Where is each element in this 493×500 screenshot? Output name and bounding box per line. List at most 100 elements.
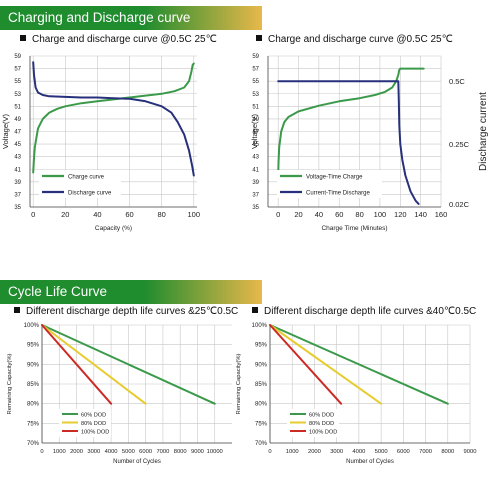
series-line [269, 324, 343, 405]
legend-label: Voltage-Time Charge [306, 175, 363, 181]
chart1-title: Charge and discharge curve @0.5C 25℃ [20, 34, 217, 45]
x-tick-label: 9000 [464, 449, 477, 455]
y-tick-label: 59 [252, 54, 259, 60]
y-tick-label: 39 [252, 180, 259, 186]
y-tick-label: 35 [252, 205, 259, 211]
y-tick-label: 57 [252, 67, 259, 73]
x-tick-label: 40 [93, 210, 101, 219]
legend-label: 100% DOD [81, 429, 109, 435]
y-axis-label: Voltage(V) [1, 113, 10, 149]
series-line [41, 324, 113, 405]
x-tick-label: 80 [355, 210, 363, 219]
bullet-icon [252, 307, 258, 313]
section-header-charging: Charging and Discharge curve [0, 6, 262, 30]
series-line [41, 324, 216, 405]
series-line [277, 80, 420, 205]
y-tick-label: 53 [252, 92, 259, 98]
legend-label: 60% DOD [81, 412, 106, 418]
legend-label: 100% DOD [309, 429, 337, 435]
x-tick-label: 7000 [419, 449, 432, 455]
x-tick-label: 100 [188, 210, 201, 219]
x-tick-label: 100 [374, 210, 387, 219]
x-axis-label: Capacity (%) [95, 225, 132, 232]
x-tick-label: 80 [158, 210, 166, 219]
x-tick-label: 2000 [308, 449, 321, 455]
y-tick-label: 70% [27, 441, 40, 447]
x-axis-label: Charge Time (Minutes) [321, 225, 387, 232]
y-tick-label: 47 [252, 130, 259, 136]
y-tick-label: 41 [14, 167, 21, 173]
series-line [32, 61, 195, 177]
x-tick-label: 5000 [375, 449, 388, 455]
section-title: Cycle Life Curve [8, 284, 108, 299]
y-tick-label: 100% [252, 323, 268, 329]
x-tick-label: 6000 [139, 449, 152, 455]
x-tick-label: 0 [31, 210, 35, 219]
y-tick-label: 49 [14, 117, 21, 123]
y-tick-label: 59 [14, 54, 21, 60]
x-tick-label: 40 [315, 210, 323, 219]
x-tick-label: 4000 [352, 449, 365, 455]
chart2-title: Charge and discharge curve @0.5C 25℃ [256, 34, 453, 45]
y-tick-label: 95% [27, 343, 40, 349]
y-tick-label: 51 [14, 104, 21, 110]
y-tick-label: 75% [255, 421, 268, 427]
y-tick-label: 85% [255, 382, 268, 388]
y-tick-label: 39 [14, 180, 21, 186]
legend-label: Charge curve [68, 175, 105, 181]
y-tick-label: 55 [252, 79, 259, 85]
y-tick-label: 70% [255, 441, 268, 447]
x-tick-label: 3000 [330, 449, 343, 455]
legend-label: Discharge curve [68, 191, 112, 197]
x-tick-label: 0 [40, 449, 43, 455]
y-axis-label: Remaining Capacity(%) [236, 353, 242, 414]
y-tick-label: 90% [27, 362, 40, 368]
x-tick-label: 1000 [286, 449, 299, 455]
legend-label: 80% DOD [309, 421, 334, 427]
y2-axis-label: Discharge current [478, 92, 489, 171]
chart4-title: Different discharge depth life curves &4… [252, 306, 476, 317]
chart3-title: Different discharge depth life curves &2… [14, 306, 238, 317]
y-tick-label: 95% [255, 343, 268, 349]
y-tick-label: 47 [14, 130, 21, 136]
y2-tick-label: 0.25C [449, 140, 470, 149]
x-tick-label: 60 [335, 210, 343, 219]
legend-label: 80% DOD [81, 421, 106, 427]
series-line [269, 324, 449, 405]
y-tick-label: 43 [14, 155, 21, 161]
x-tick-label: 160 [435, 210, 448, 219]
y-tick-label: 35 [14, 205, 21, 211]
section-title: Charging and Discharge curve [8, 10, 191, 25]
x-tick-label: 10000 [207, 449, 223, 455]
y-tick-label: 57 [14, 67, 21, 73]
y-tick-label: 37 [14, 192, 21, 198]
y2-tick-label: 0.02C [449, 200, 470, 209]
x-tick-label: 0 [276, 210, 280, 219]
series-line [269, 324, 383, 405]
series-line [277, 67, 425, 177]
section-header-cycle-life: Cycle Life Curve [0, 280, 262, 304]
x-tick-label: 8000 [174, 449, 187, 455]
x-tick-label: 3000 [87, 449, 100, 455]
legend-label: Current-Time Discharge [306, 191, 370, 197]
y-tick-label: 49 [252, 117, 259, 123]
x-tick-label: 140 [414, 210, 427, 219]
x-tick-label: 60 [125, 210, 133, 219]
y-tick-label: 85% [27, 382, 40, 388]
y-tick-label: 90% [255, 362, 268, 368]
y-tick-label: 80% [27, 402, 40, 408]
series-line [41, 324, 147, 405]
x-tick-label: 7000 [156, 449, 169, 455]
x-tick-label: 0 [268, 449, 271, 455]
x-axis-label: Number of Cycles [113, 459, 161, 465]
bullet-icon [256, 35, 262, 41]
y-tick-label: 45 [252, 142, 259, 148]
y2-tick-label: 0.5C [449, 77, 465, 86]
y-tick-label: 43 [252, 155, 259, 161]
y-tick-label: 53 [14, 92, 21, 98]
y-tick-label: 80% [255, 402, 268, 408]
y-tick-label: 51 [252, 104, 259, 110]
series-line [32, 62, 195, 174]
y-tick-label: 41 [252, 167, 259, 173]
